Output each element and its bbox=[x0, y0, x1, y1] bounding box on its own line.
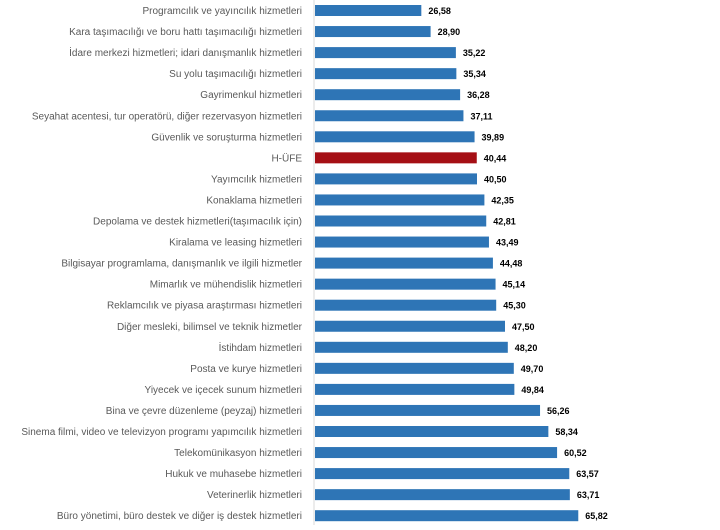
bar bbox=[315, 426, 549, 437]
data-label: 58,34 bbox=[555, 427, 578, 437]
bar bbox=[315, 236, 489, 248]
category-label: Telekomünikasyon hizmetleri bbox=[174, 448, 302, 459]
bar bbox=[315, 341, 508, 353]
category-label: Mimarlık ve mühendislik hizmetleri bbox=[150, 280, 302, 291]
data-label: 37,11 bbox=[470, 111, 492, 121]
bar bbox=[315, 131, 475, 143]
bar bbox=[315, 110, 464, 122]
data-label: 35,22 bbox=[463, 48, 486, 58]
data-label: 63,71 bbox=[577, 490, 600, 500]
bar bbox=[315, 173, 477, 185]
data-label: 36,28 bbox=[467, 90, 490, 100]
category-label: Hukuk ve muhasebe hizmetleri bbox=[165, 469, 302, 480]
data-label: 42,81 bbox=[493, 217, 516, 227]
data-label: 44,48 bbox=[500, 259, 523, 269]
bar bbox=[315, 362, 514, 374]
data-label: 45,30 bbox=[503, 301, 526, 311]
data-label: 28,90 bbox=[438, 27, 461, 37]
category-label: Yiyecek ve içecek sunum hizmetleri bbox=[145, 385, 302, 396]
data-label: 40,50 bbox=[484, 174, 507, 184]
category-label: Konaklama hizmetleri bbox=[206, 195, 302, 206]
bar bbox=[315, 404, 541, 416]
category-label: Kiralama ve leasing hizmetleri bbox=[169, 238, 302, 249]
bar bbox=[315, 320, 505, 332]
category-label: Sinema filmi, video ve televizyon progra… bbox=[21, 427, 302, 438]
data-label: 39,89 bbox=[482, 132, 505, 142]
category-label: Büro yönetimi, büro destek ve diğer iş d… bbox=[57, 511, 302, 522]
data-label: 42,35 bbox=[491, 195, 514, 205]
category-label: Depolama ve destek hizmetleri(taşımacılı… bbox=[93, 217, 302, 228]
bar bbox=[315, 468, 570, 480]
category-label: İdare merkezi hizmetleri; idari danışman… bbox=[69, 46, 302, 59]
category-label: Reklamcılık ve piyasa araştırması hizmet… bbox=[107, 301, 302, 312]
category-label: İstihdam hizmetleri bbox=[219, 341, 302, 354]
data-label: 63,57 bbox=[576, 469, 599, 479]
data-label: 56,26 bbox=[547, 406, 570, 416]
bar bbox=[315, 447, 558, 459]
bar bbox=[315, 215, 487, 227]
category-label: Gayrimenkul hizmetleri bbox=[200, 90, 302, 101]
data-label: 48,20 bbox=[515, 343, 538, 353]
data-label: 47,50 bbox=[512, 322, 535, 332]
bar bbox=[315, 5, 422, 16]
category-label: Seyahat acentesi, tur operatörü, diğer r… bbox=[32, 111, 302, 122]
category-label: Yayımcılık hizmetleri bbox=[211, 174, 302, 185]
bar bbox=[315, 89, 461, 101]
category-label: Kara taşımacılığı ve boru hattı taşımacı… bbox=[69, 27, 302, 38]
data-label: 60,52 bbox=[564, 448, 587, 458]
category-label: Bina ve çevre düzenleme (peyzaj) hizmetl… bbox=[106, 406, 302, 417]
data-label: 40,44 bbox=[484, 153, 507, 163]
category-label: Bilgisayar programlama, danışmanlık ve i… bbox=[61, 259, 302, 270]
data-label: 65,82 bbox=[585, 511, 608, 521]
data-label: 43,49 bbox=[496, 238, 519, 248]
category-label: Veterinerlik hizmetleri bbox=[207, 490, 302, 501]
bar bbox=[315, 47, 456, 59]
bar bbox=[315, 383, 515, 395]
bar bbox=[315, 510, 579, 522]
data-label: 49,84 bbox=[521, 385, 544, 395]
bar bbox=[315, 299, 497, 311]
data-label: 45,14 bbox=[503, 280, 526, 290]
category-label: Diğer mesleki, bilimsel ve teknik hizmet… bbox=[117, 322, 303, 333]
category-label: Programcılık ve yayıncılık hizmetleri bbox=[143, 6, 303, 17]
bar bbox=[315, 489, 570, 501]
bar bbox=[315, 257, 493, 269]
bar bbox=[315, 194, 485, 206]
category-label: H-ÜFE bbox=[271, 152, 302, 164]
category-label: Güvenlik ve soruşturma hizmetleri bbox=[151, 132, 302, 143]
data-label: 26,58 bbox=[428, 6, 451, 16]
category-label: Posta ve kurye hizmetleri bbox=[190, 364, 302, 375]
bar bbox=[315, 278, 496, 290]
bar bbox=[315, 68, 457, 80]
category-label: Su yolu taşımacılığı hizmetleri bbox=[169, 69, 302, 80]
bar-highlight bbox=[315, 152, 477, 164]
bar bbox=[315, 26, 431, 38]
data-label: 35,34 bbox=[463, 69, 486, 79]
data-label: 49,70 bbox=[521, 364, 544, 374]
